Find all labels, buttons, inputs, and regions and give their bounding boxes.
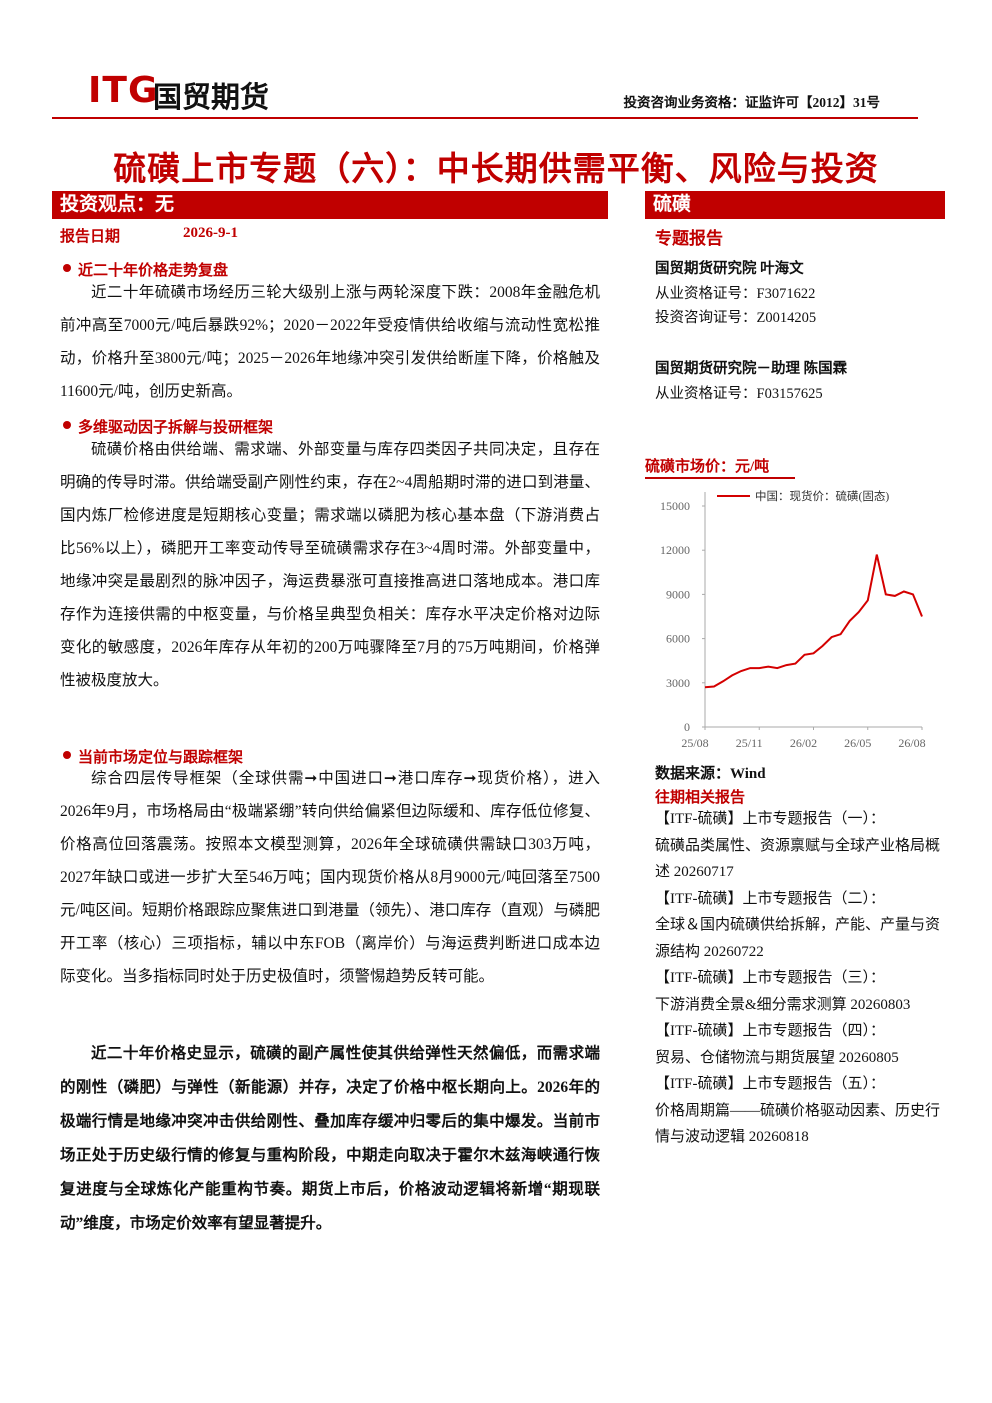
source: 数据来源：Wind bbox=[655, 766, 766, 782]
y-tick-label: 12000 bbox=[660, 543, 690, 557]
x-tick-label: 26/02 bbox=[790, 736, 817, 750]
related-title: 【ITF-硫磺】上市专题报告（二）： bbox=[655, 890, 885, 907]
y-tick-label: 9000 bbox=[666, 587, 690, 601]
license: 投资咨询业务资格：证监许可【2012】31号 bbox=[623, 95, 881, 110]
x-tick-label: 26/05 bbox=[844, 736, 871, 750]
paragraph: 综合四层传导框架（全球供需➞中国进口➞港口库存➞现货价格），进入2026年9月，… bbox=[60, 770, 600, 985]
legend-label: 中国：现货价：硫磺(固态) bbox=[755, 489, 889, 503]
related-list: 【ITF-硫磺】上市专题报告（一）： 硫磺品类属性、资源禀赋与全球产业格局概述 2… bbox=[655, 806, 945, 1151]
logo-en: ITG bbox=[88, 70, 159, 111]
paragraph: 近二十年硫磺市场经历三轮大级别上涨与两轮深度下跌：2008年金融危机前冲高至70… bbox=[60, 284, 600, 400]
author-name: 国贸期货研究院 叶海文 bbox=[655, 261, 804, 277]
x-tick-label: 25/11 bbox=[736, 736, 763, 750]
author-line: 投资咨询证号：Z0014205 bbox=[655, 310, 817, 326]
related-title: 往期相关报告 bbox=[655, 790, 746, 806]
related-body: 价格周期篇——硫磺价格驱动因素、历史行情与波动逻辑 20260818 bbox=[655, 1102, 941, 1146]
y-tick-label: 15000 bbox=[660, 499, 690, 513]
y-tick-label: 3000 bbox=[666, 676, 690, 690]
x-tick-label: 25/08 bbox=[681, 736, 708, 750]
related-body: 硫磺品类属性、资源禀赋与全球产业格局概述 20260717 bbox=[655, 837, 941, 881]
heading-text: 近二十年价格走势复盘 bbox=[78, 263, 229, 279]
author: 国贸期货研究院－助理 陈国霖 从业资格证号：F03157625 bbox=[655, 357, 847, 406]
logo-cn: 国贸期货 bbox=[153, 82, 270, 114]
related-body: 贸易、仓储物流与期货展望 20260805 bbox=[655, 1049, 899, 1066]
paragraph: 硫磺价格由供给端、需求端、外部变量与库存四类因子共同决定，且存在明确的传导时滞。… bbox=[60, 441, 600, 689]
author: 国贸期货研究院 叶海文 从业资格证号：F3071622 投资咨询证号：Z0014… bbox=[655, 257, 816, 331]
section-heading: 多维驱动因子拆解与投研框架 bbox=[63, 416, 274, 437]
related-title: 【ITF-硫磺】上市专题报告（五）： bbox=[655, 1076, 885, 1092]
y-tick-label: 0 bbox=[684, 720, 690, 734]
date-label: 报告日期 bbox=[60, 229, 121, 245]
section-heading: 当前市场定位与跟踪框架 bbox=[63, 746, 244, 767]
related-title: 【ITF-硫磺】上市专题报告（四）： bbox=[655, 1023, 885, 1039]
price-line bbox=[704, 554, 923, 689]
heading-text: 多维驱动因子拆解与投研框架 bbox=[78, 420, 274, 436]
bullet bbox=[63, 264, 71, 272]
report-title: 硫磺上市专题（六）：中长期供需平衡、风险与投资 bbox=[113, 152, 879, 188]
y-tick-label: 6000 bbox=[666, 632, 690, 646]
author-line: 从业资格证号：F03157625 bbox=[655, 385, 823, 402]
related-body: 下游消费全景&细分需求测算 20260803 bbox=[655, 996, 911, 1013]
related-body: 全球＆国内硫磺供给拆解，产能、产量与资源结构 20260722 bbox=[655, 917, 941, 960]
summary: 近二十年价格史显示，硫磺的副产属性使其供给弹性天然偏低，而需求端的刚性（磷肥）与… bbox=[60, 1045, 600, 1232]
category-bar: 硫磺 bbox=[645, 191, 945, 219]
related-title: 【ITF-硫磺】上市专题报告（三）： bbox=[655, 970, 885, 986]
chart: 0 3000 6000 9000 12000 15000 25/08 25/11 26/02 26… bbox=[660, 489, 926, 750]
x-tick-label: 26/08 bbox=[898, 736, 925, 750]
heading-text: 当前市场定位与跟踪框架 bbox=[78, 750, 244, 766]
bullet bbox=[63, 751, 71, 759]
bullet bbox=[63, 421, 71, 429]
view-bar: 投资观点：无 bbox=[52, 191, 608, 219]
chart-title: 硫磺市场价：元/吨 bbox=[645, 455, 795, 479]
header-rule bbox=[52, 117, 918, 119]
section-heading: 近二十年价格走势复盘 bbox=[63, 259, 229, 280]
report-type: 专题报告 bbox=[655, 229, 723, 248]
author-line: 从业资格证号：F3071622 bbox=[655, 285, 816, 302]
date: 2026-9-1 bbox=[183, 225, 238, 241]
author-name: 国贸期货研究院－助理 陈国霖 bbox=[655, 361, 848, 377]
related-title: 【ITF-硫磺】上市专题报告（一）： bbox=[655, 811, 885, 827]
